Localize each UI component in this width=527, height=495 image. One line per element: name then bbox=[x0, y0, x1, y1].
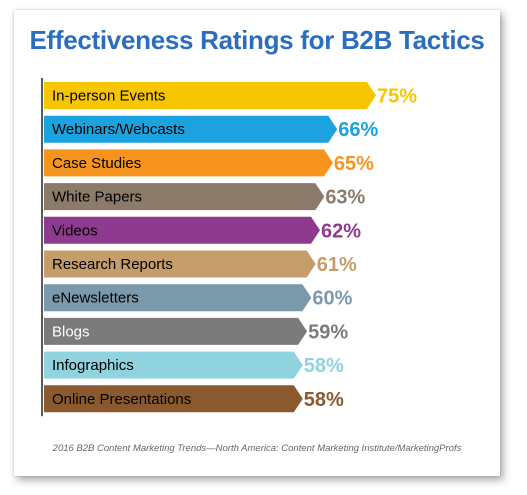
category-label: In-person Events bbox=[52, 88, 165, 105]
bar bbox=[44, 317, 308, 345]
bar-chart: In-person Events 75% Webinars/Webcasts 66% C… bbox=[41, 78, 417, 417]
bar bbox=[44, 385, 303, 413]
value-label: 58% bbox=[304, 389, 344, 411]
value-label: 58% bbox=[304, 355, 344, 377]
category-label: White Papers bbox=[52, 189, 142, 206]
category-label: Online Presentations bbox=[52, 391, 191, 408]
value-label: 66% bbox=[338, 119, 378, 141]
value-label: 59% bbox=[308, 321, 348, 343]
bar-group: Case Studies 65% bbox=[44, 149, 374, 177]
bar-group: In-person Events 75% bbox=[44, 82, 417, 109]
bar-group: Infographics 58% bbox=[44, 351, 344, 379]
bar-group: Videos 62% bbox=[44, 216, 361, 244]
chart-title: Effectiveness Ratings for B2B Tactics bbox=[29, 25, 485, 55]
bar-group: eNewsletters 60% bbox=[44, 284, 353, 312]
category-label: eNewsletters bbox=[52, 290, 139, 307]
chart-card: Effectiveness Ratings for B2B Tactics In… bbox=[14, 10, 500, 476]
value-label: 61% bbox=[317, 254, 357, 276]
bar-group: Online Presentations 58% bbox=[44, 385, 344, 413]
category-label: Infographics bbox=[52, 357, 134, 374]
bar bbox=[44, 115, 338, 143]
category-label: Case Studies bbox=[52, 155, 141, 172]
bar bbox=[44, 183, 325, 211]
bar-group: Blogs 59% bbox=[44, 317, 348, 345]
bar-group: White Papers 63% bbox=[44, 183, 366, 211]
value-label: 75% bbox=[377, 86, 417, 108]
value-label: 62% bbox=[321, 220, 361, 242]
value-label: 65% bbox=[334, 153, 374, 175]
value-label: 63% bbox=[325, 187, 365, 209]
bar bbox=[44, 284, 312, 312]
bar bbox=[44, 82, 376, 109]
bar-group: Webinars/Webcasts 66% bbox=[44, 115, 378, 143]
bar-group: Research Reports 61% bbox=[44, 250, 357, 278]
bar bbox=[44, 149, 333, 177]
source-note: 2016 B2B Content Marketing Trends—North … bbox=[52, 443, 462, 454]
bar bbox=[44, 351, 303, 379]
bar bbox=[44, 250, 316, 278]
value-label: 60% bbox=[312, 288, 352, 310]
bar bbox=[44, 216, 321, 244]
category-label: Blogs bbox=[52, 323, 90, 340]
category-label: Research Reports bbox=[52, 256, 173, 273]
category-label: Webinars/Webcasts bbox=[52, 121, 185, 138]
category-label: Videos bbox=[52, 222, 98, 239]
